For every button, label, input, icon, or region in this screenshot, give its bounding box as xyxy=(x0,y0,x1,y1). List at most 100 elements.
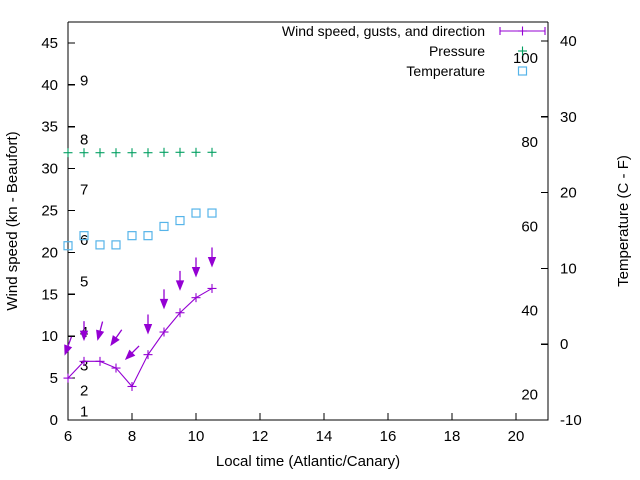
y-axis-tick-label: 10 xyxy=(41,328,58,345)
axis-titles-group: Local time (Atlantic/Canary) Wind speed (… xyxy=(4,131,632,470)
y2-axis-tick-label: 10 xyxy=(560,260,577,277)
y-axis-tick-label: 30 xyxy=(41,161,58,178)
legend-label: Pressure xyxy=(429,43,485,59)
wind-direction-arrow xyxy=(207,247,217,268)
beaufort-scale-label: 8 xyxy=(80,131,88,148)
y2-axis-title: Temperature (C - F) xyxy=(615,155,632,287)
wind-speed-point xyxy=(143,350,153,360)
y2-axis-tick-label: 30 xyxy=(560,109,577,126)
y2-axis-inner-label: 40 xyxy=(521,302,538,319)
x-axis-title: Local time (Atlantic/Canary) xyxy=(216,453,400,470)
legend-label: Temperature xyxy=(406,63,485,79)
wind-speed-point xyxy=(95,356,105,366)
temperature-point xyxy=(63,241,73,251)
beaufort-scale-label: 7 xyxy=(80,182,88,199)
y2-axis-tick-label: 0 xyxy=(560,336,568,353)
x-axis-tick-label: 8 xyxy=(128,428,136,445)
temperature-point xyxy=(127,231,137,241)
y2-axis-tick-label: -10 xyxy=(560,412,582,429)
pressure-point xyxy=(143,148,153,158)
pressure-point xyxy=(207,147,217,157)
series-gusts xyxy=(64,247,217,361)
wind-speed-point xyxy=(159,327,169,337)
data-series-group xyxy=(63,147,217,391)
beaufort-scale-label: 6 xyxy=(80,232,88,249)
y-axis-tick-label: 5 xyxy=(50,370,58,387)
x-axis-tick-label: 20 xyxy=(508,428,525,445)
wind-speed-line xyxy=(67,287,213,388)
x-axis-tick-label: 6 xyxy=(64,428,72,445)
beaufort-scale-label: 2 xyxy=(80,383,88,400)
temperature-point xyxy=(191,208,201,218)
pressure-point xyxy=(175,147,185,157)
wind-direction-arrow xyxy=(64,336,73,356)
y2-axis-inner-label: 80 xyxy=(521,134,538,151)
temperature-point xyxy=(79,231,89,241)
pressure-point xyxy=(111,148,121,158)
x-axis-tick-label: 14 xyxy=(316,428,333,445)
temperature-point xyxy=(207,208,217,218)
temperature-point xyxy=(159,221,169,232)
y-axis-tick-label: 40 xyxy=(41,77,58,94)
wind-direction-arrow xyxy=(143,314,153,335)
wind-direction-arrow xyxy=(124,345,140,361)
wind-direction-arrow xyxy=(96,321,105,341)
legend-symbol-plus xyxy=(518,26,527,36)
wind-direction-arrow xyxy=(159,289,169,310)
wind-direction-arrow xyxy=(79,321,89,342)
wind-speed-point xyxy=(207,283,217,293)
y2-axis-tick-label: 40 xyxy=(560,33,577,50)
y-axis-tick-label: 0 xyxy=(50,412,58,429)
y-axis-title: Wind speed (kn - Beaufort) xyxy=(4,131,21,310)
pressure-point xyxy=(79,148,89,158)
beaufort-scale-label: 9 xyxy=(80,73,88,90)
legend-entry: Temperature xyxy=(406,63,528,79)
y2-axis-inner-label: 60 xyxy=(521,218,538,235)
wind-speed-point xyxy=(63,373,73,383)
legend-label: Wind speed, gusts, and direction xyxy=(282,23,485,39)
y2-axis-tick-label: 20 xyxy=(560,185,577,202)
pressure-point xyxy=(95,148,105,158)
legend-entry: Wind speed, gusts, and direction xyxy=(282,23,546,39)
wind-speed-point xyxy=(111,363,121,373)
series-temperature xyxy=(63,208,217,251)
pressure-point xyxy=(63,148,73,158)
temperature-point xyxy=(95,240,105,250)
x-axis-tick-label: 18 xyxy=(444,428,461,445)
wind-speed-point xyxy=(175,308,185,318)
y-axis-tick-label: 20 xyxy=(41,244,58,261)
y2-axis-inner-label: 100 xyxy=(513,50,538,67)
x-axis-tick-label: 16 xyxy=(380,428,397,445)
series-pressure xyxy=(63,147,217,158)
legend-symbol-square xyxy=(517,66,528,76)
beaufort-scale-label: 5 xyxy=(80,274,88,291)
pressure-point xyxy=(127,148,137,158)
x-axis-tick-label: 12 xyxy=(252,428,269,445)
temperature-point xyxy=(143,231,153,241)
chart-legend: Wind speed, gusts, and direction Pressure… xyxy=(282,23,546,79)
wind-speed-point xyxy=(127,381,137,391)
y2-axis-inner-label: 20 xyxy=(521,387,538,404)
wind-direction-arrow xyxy=(110,329,123,347)
beaufort-scale-label: 3 xyxy=(80,358,88,375)
x-axis-tick-label: 10 xyxy=(188,428,205,445)
legend-entry: Pressure xyxy=(429,43,527,59)
y-axis-tick-label: 15 xyxy=(41,286,58,303)
series-wind-speed-gusts-and-direction xyxy=(63,283,217,391)
y-axis-tick-label: 45 xyxy=(41,35,58,52)
wind-speed-point xyxy=(79,356,89,366)
wind-direction-arrow xyxy=(175,270,185,291)
wind-speed-point xyxy=(191,293,201,303)
y-axis-tick-label: 35 xyxy=(41,119,58,136)
beaufort-scale-label: 1 xyxy=(80,404,88,421)
temperature-point xyxy=(175,215,185,226)
plot-frame xyxy=(67,22,549,421)
y-axis-tick-label: 25 xyxy=(41,203,58,220)
pressure-point xyxy=(159,147,169,157)
wind-direction-arrow xyxy=(191,257,201,278)
temperature-point xyxy=(111,240,121,250)
legend-symbol-plus xyxy=(518,46,527,56)
